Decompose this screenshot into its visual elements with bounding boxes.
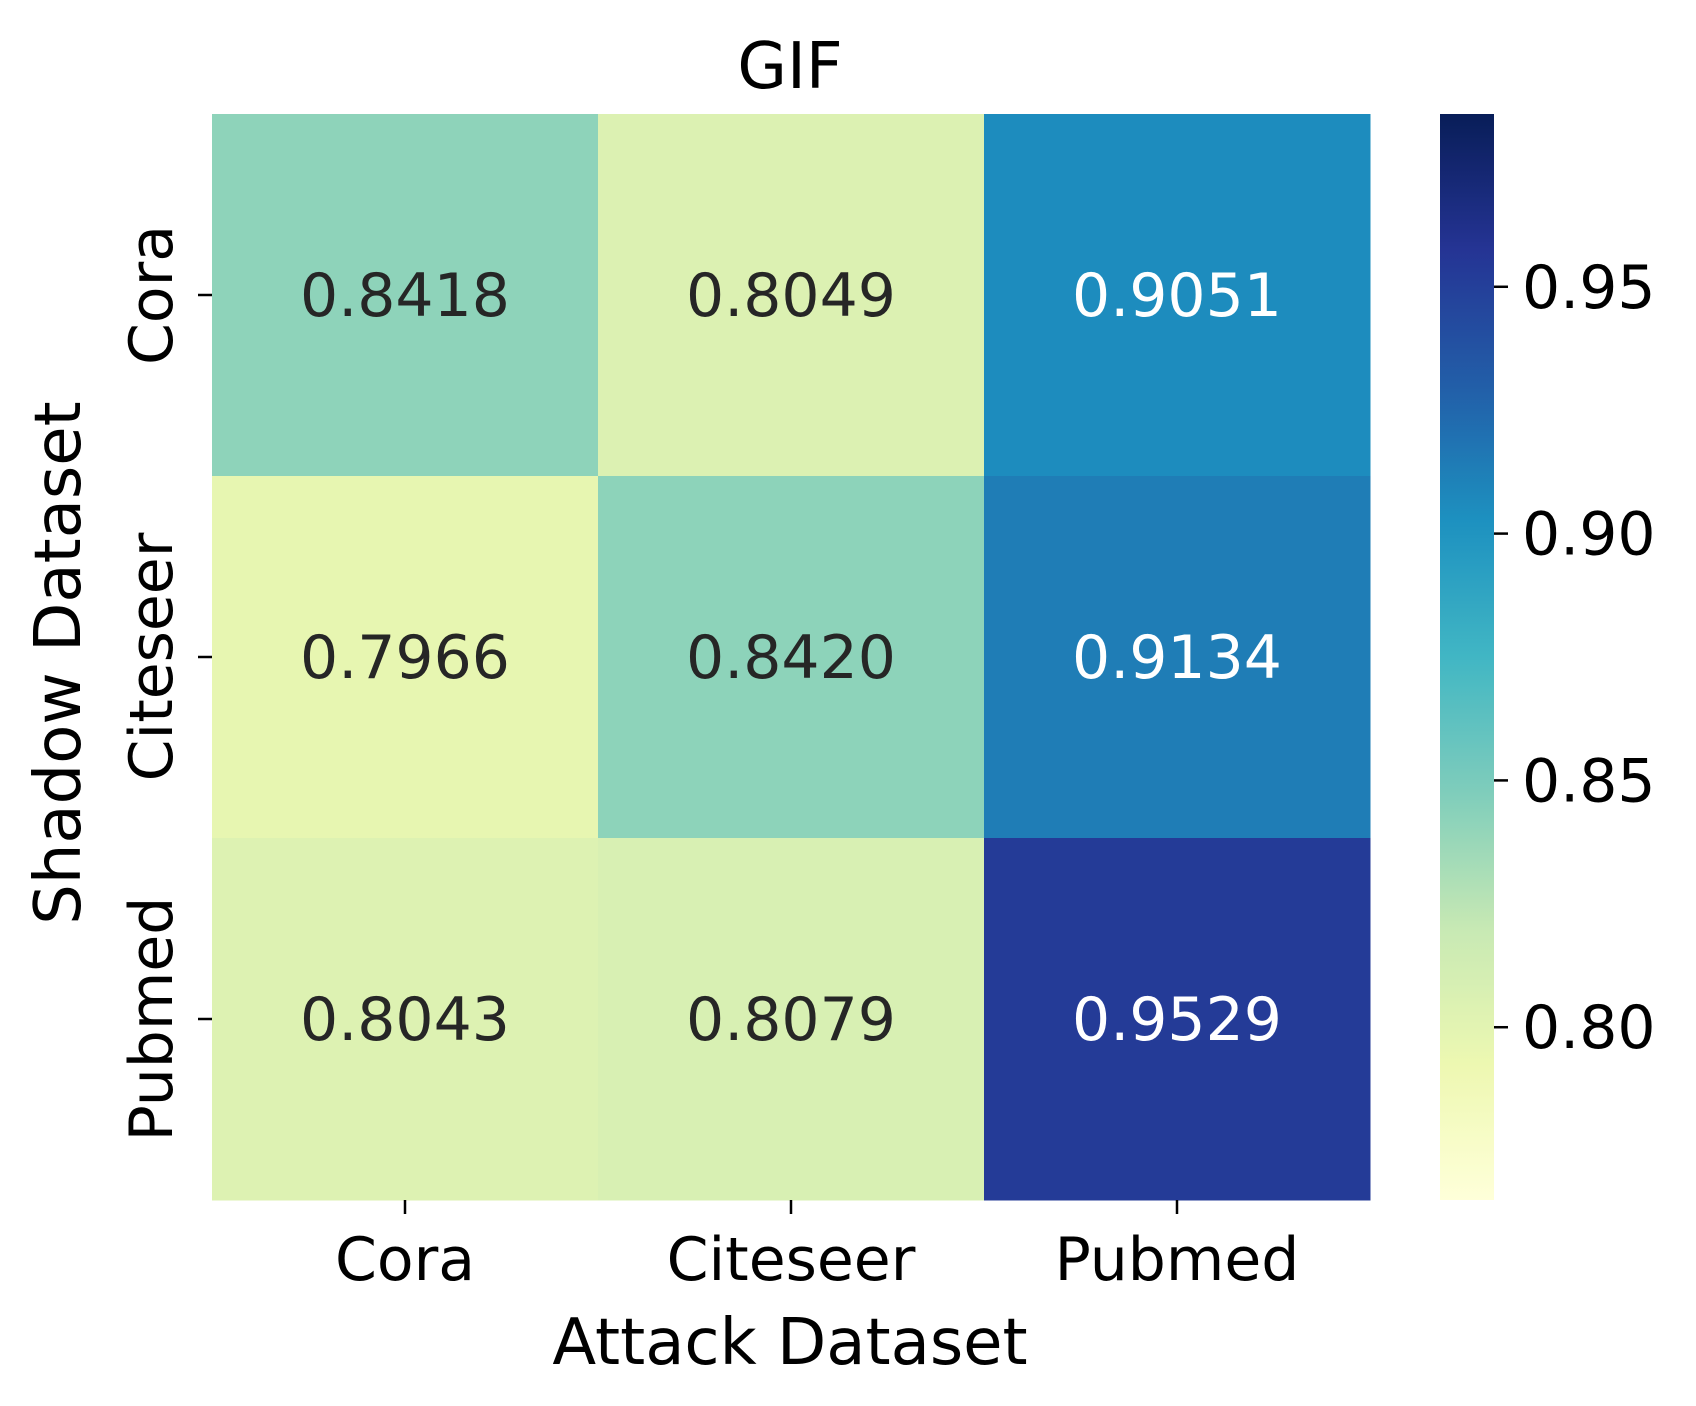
cell-value-label: 0.9134: [1072, 623, 1282, 693]
colorbar-tick-label: 0.90: [1522, 500, 1656, 570]
colorbar-tick-label: 0.85: [1522, 746, 1656, 816]
cell-value-label: 0.8043: [300, 985, 510, 1055]
heatmap-cell: [212, 838, 599, 1201]
y-tick-label: Cora: [117, 225, 187, 365]
cell-value-label: 0.7966: [300, 623, 510, 693]
heatmap-cell: [598, 114, 985, 477]
y-axis: Cora Citeseer Pubmed: [117, 225, 212, 1141]
y-axis-label: Shadow Dataset: [22, 401, 96, 925]
cell-value-label: 0.8420: [686, 623, 896, 693]
heatmap-cell: [598, 476, 985, 839]
x-tick-label: Pubmed: [1055, 1225, 1300, 1295]
x-tick-label: Citeseer: [667, 1225, 916, 1295]
heatmap-cell: [212, 476, 599, 839]
colorbar: 0.80 0.85 0.90 0.95: [1440, 114, 1656, 1200]
x-axis-label: Attack Dataset: [552, 1306, 1027, 1380]
heatmap-cell: [984, 114, 1371, 477]
x-axis: Cora Citeseer Pubmed: [335, 1200, 1299, 1295]
heatmap-cell: [212, 114, 599, 477]
y-tick-label: Citeseer: [117, 532, 187, 781]
colorbar-gradient: [1440, 114, 1494, 1200]
cell-value-label: 0.8079: [686, 985, 896, 1055]
heatmap-cell: [598, 838, 985, 1201]
heatmap-cell: [984, 476, 1371, 839]
colorbar-tick-label: 0.95: [1522, 253, 1656, 323]
cell-value-label: 0.8049: [686, 261, 896, 331]
y-tick-label: Pubmed: [117, 897, 187, 1142]
cell-value-label: 0.9051: [1072, 261, 1282, 331]
cell-value-labels: 0.8418 0.8049 0.9051 0.7966 0.8420 0.9134 0.80…: [300, 261, 1282, 1055]
chart-title: GIF: [737, 30, 842, 104]
heatmap-cells: [212, 114, 1371, 1201]
colorbar-tick-label: 0.80: [1522, 993, 1656, 1063]
cell-value-label: 0.8418: [300, 261, 510, 331]
heatmap-cell: [984, 838, 1371, 1201]
cell-value-label: 0.9529: [1072, 985, 1282, 1055]
x-tick-label: Cora: [335, 1225, 475, 1295]
